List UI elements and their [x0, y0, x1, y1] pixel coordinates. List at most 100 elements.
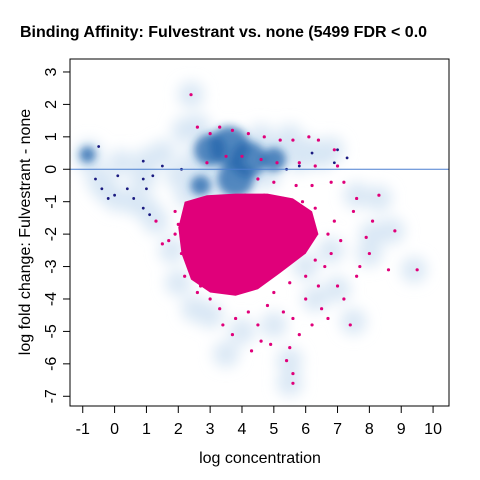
significant-point	[224, 154, 228, 158]
significant-point	[265, 303, 270, 308]
significant-point	[183, 213, 187, 217]
density-blob	[318, 136, 345, 163]
significant-point	[335, 284, 340, 288]
significant-point	[294, 183, 298, 188]
significant-point	[259, 339, 263, 343]
y-tick-label: -1	[43, 194, 60, 208]
y-tick-label: -2	[43, 227, 60, 241]
significant-point	[256, 323, 260, 327]
significant-point	[358, 264, 362, 269]
significant-point	[320, 307, 324, 311]
x-axis-label: log concentration	[199, 450, 321, 467]
nonsignificant-point	[97, 145, 101, 148]
significant-point	[291, 371, 295, 376]
density-blob	[165, 269, 192, 296]
significant-point	[246, 131, 250, 136]
significant-point	[313, 258, 317, 262]
significant-point	[281, 196, 285, 201]
density-blob	[92, 175, 119, 202]
significant-point	[240, 154, 244, 158]
nonsignificant-point	[141, 159, 145, 163]
significant-point	[272, 290, 276, 295]
nonsignificant-point	[141, 177, 145, 181]
significant-point	[288, 346, 292, 350]
significant-point	[224, 196, 228, 201]
significant-point	[310, 323, 314, 327]
plot-area	[70, 81, 449, 397]
y-tick-label: 0	[43, 165, 60, 174]
significant-point	[386, 268, 391, 272]
significant-point	[335, 164, 340, 168]
significant-point	[415, 268, 419, 272]
x-tick-label: 6	[301, 421, 310, 438]
x-tick-label: 10	[424, 421, 442, 438]
significant-point	[275, 161, 279, 165]
significant-point	[355, 196, 359, 201]
nonsignificant-point	[332, 161, 336, 165]
significant-point	[364, 235, 368, 239]
nonsignificant-point	[145, 187, 148, 191]
significant-point	[195, 125, 199, 129]
density-blob	[302, 285, 329, 312]
significant-point	[304, 274, 308, 278]
significant-point	[342, 180, 346, 184]
density-blob	[228, 318, 255, 345]
density-blob	[378, 217, 405, 244]
significant-point	[208, 131, 212, 136]
nonsignificant-point	[160, 164, 164, 168]
density-core-blob	[217, 160, 254, 197]
density-blob	[318, 237, 345, 264]
significant-point	[281, 310, 285, 314]
y-tick-label: -7	[43, 389, 60, 403]
significant-point	[186, 206, 190, 210]
nonsignificant-point	[151, 174, 155, 178]
x-tick-label: 3	[206, 421, 215, 438]
significant-point	[189, 93, 193, 97]
x-tick-label: 2	[174, 421, 183, 438]
density-blob	[292, 253, 319, 280]
significant-point	[218, 125, 222, 129]
nonsignificant-point	[113, 193, 116, 197]
plot-frame	[69, 58, 450, 407]
significant-point	[218, 307, 222, 311]
significant-point	[198, 284, 203, 288]
significant-point	[370, 219, 375, 223]
significant-point	[269, 342, 273, 346]
significant-point	[183, 274, 187, 278]
significant-point	[284, 358, 289, 363]
significant-point	[348, 323, 352, 327]
significant-point	[393, 229, 397, 233]
significant-point	[160, 242, 164, 246]
significant-point	[262, 135, 266, 139]
density-blob	[343, 182, 370, 209]
density-blob	[340, 308, 367, 335]
nonsignificant-points	[94, 145, 349, 217]
density-core-blob	[79, 146, 96, 163]
nonsignificant-point	[116, 174, 120, 178]
density-blob	[107, 149, 134, 176]
density-blob	[324, 276, 351, 303]
significant-point	[291, 381, 295, 385]
significant-point	[234, 316, 238, 321]
nonsignificant-point	[132, 197, 136, 200]
y-axis: 3 2 1 0 -1 -2 -3 -4 -5 -6 -7	[43, 67, 70, 403]
significant-point	[205, 161, 209, 165]
significant-point	[339, 239, 343, 243]
density-blob	[365, 185, 392, 212]
significant-point	[243, 193, 247, 197]
significant-point	[326, 232, 330, 236]
density-core-blob	[190, 175, 211, 196]
significant-point	[316, 138, 321, 142]
significant-point	[249, 349, 254, 353]
significant-point	[310, 183, 314, 188]
y-tick-label: 3	[43, 67, 60, 76]
significant-point	[332, 148, 336, 152]
density-core-blob	[261, 147, 286, 172]
significant-point	[195, 290, 199, 295]
nonsignificant-point	[148, 213, 152, 217]
nonsignificant-point	[94, 177, 97, 181]
significant-point	[332, 219, 336, 223]
significant-point	[313, 206, 317, 210]
significant-point	[189, 264, 193, 269]
